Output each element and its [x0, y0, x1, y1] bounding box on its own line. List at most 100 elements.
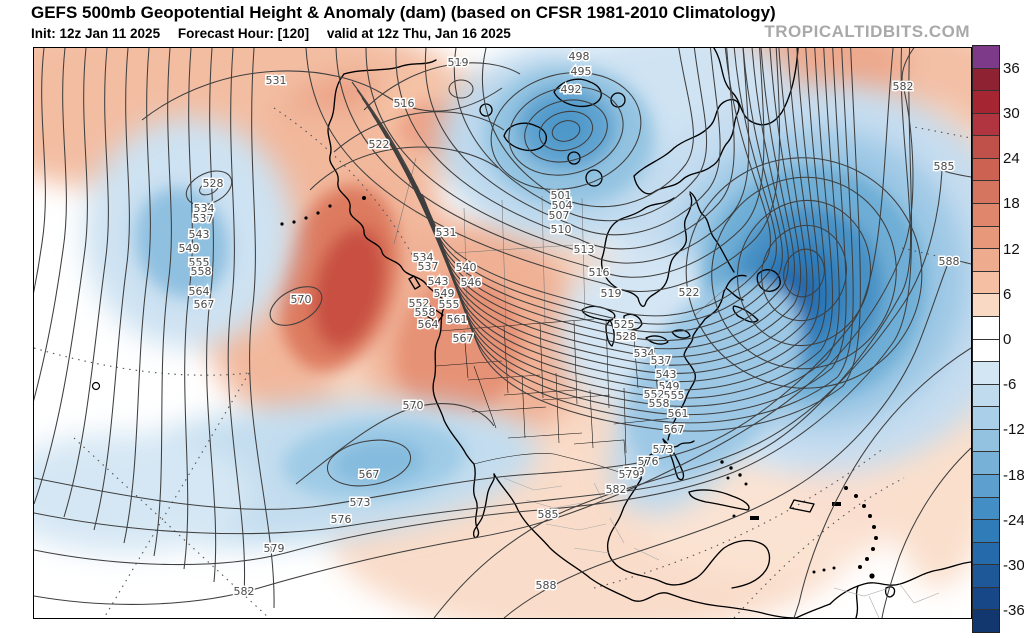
- contour-label: 534: [413, 251, 434, 264]
- contour-label: 582: [893, 80, 914, 93]
- contour-label: 579: [619, 468, 640, 481]
- colorbar-segment: [973, 271, 999, 295]
- colorbar-segment: [973, 384, 999, 408]
- contour-label: 498: [569, 50, 590, 63]
- colorbar-segment: [973, 136, 999, 159]
- contour-label: 516: [394, 97, 415, 110]
- contour-label: 552: [644, 388, 665, 401]
- colorbar-segment: [973, 68, 999, 92]
- contour-label: 567: [664, 423, 685, 436]
- contour-label: 546: [461, 276, 482, 289]
- contour-label: 513: [574, 243, 595, 256]
- contour-label: 543: [656, 368, 677, 381]
- colorbar-segment: [973, 158, 999, 182]
- colorbar-segment: [973, 113, 999, 137]
- contour-label: 522: [679, 286, 700, 299]
- contour-label: 588: [536, 579, 557, 592]
- colorbar-tick-label: 12: [1003, 240, 1020, 258]
- colorbar-tick-label: -18: [1003, 466, 1024, 484]
- colorbar-tick-label: -36: [1003, 602, 1024, 620]
- contour-label: 519: [601, 287, 622, 300]
- contour-label: 582: [234, 585, 255, 598]
- colorbar-tick-label: 0: [1003, 331, 1012, 348]
- contour-label: 549: [659, 380, 680, 393]
- colorbar-segment: [973, 294, 999, 317]
- forecast-hour: Forecast Hour: [120]: [177, 26, 310, 41]
- contour-label: 522: [369, 138, 390, 151]
- contour-label: 570: [403, 399, 424, 412]
- contour-label: 537: [651, 354, 672, 367]
- contour-label: 543: [428, 275, 449, 288]
- contour-label: 531: [436, 226, 457, 239]
- colorbar-segment: [973, 497, 999, 521]
- contour-label: 537: [418, 260, 439, 273]
- contour-label: 531: [266, 74, 287, 87]
- contour-label: 561: [447, 313, 468, 326]
- contour-label: 588: [939, 255, 960, 268]
- colorbar-tick-label: -6: [1003, 376, 1017, 394]
- colorbar-segment: [973, 429, 999, 453]
- contour-label: 567: [194, 298, 215, 311]
- colorbar-segment: [973, 565, 999, 588]
- contour-label: 561: [668, 407, 689, 420]
- colorbar-segment: [973, 542, 999, 566]
- contour-label: 516: [589, 266, 610, 279]
- contour-label: 585: [538, 508, 559, 521]
- contour-label: 576: [638, 455, 659, 468]
- contour-label: 564: [418, 318, 439, 331]
- contour-label: 573: [350, 496, 371, 509]
- contour-label: 585: [934, 160, 955, 173]
- contour-label: 579: [624, 465, 645, 478]
- contour-label: 549: [434, 287, 455, 300]
- anomaly-colorbar: [972, 45, 1000, 633]
- colorbar-segment: [973, 226, 999, 250]
- colorbar-segment: [973, 407, 999, 430]
- contour-label: 528: [616, 330, 637, 343]
- generated-contours: [34, 48, 861, 609]
- colorbar-segment: [973, 91, 999, 114]
- province-borders: [453, 195, 590, 332]
- contour-label: 540: [456, 261, 477, 274]
- colorbar-segment: [973, 474, 999, 498]
- contour-label: 534: [634, 347, 655, 360]
- colorbar-tick-label: -24: [1003, 511, 1024, 529]
- colorbar-tick-label: -12: [1003, 421, 1024, 439]
- colorbar-tick-label: 6: [1003, 285, 1012, 303]
- contour-label: 558: [191, 265, 212, 278]
- colorbar-tick-label: 18: [1003, 195, 1020, 213]
- colorbar-segment: [973, 610, 999, 633]
- contour-label: 567: [453, 332, 474, 345]
- contour-label: 543: [189, 228, 210, 241]
- mexico-state-borders: [503, 477, 940, 618]
- map-canvas: 531 519 516 522 528 534 537 543 549 555 558 564 567 5…: [33, 47, 972, 619]
- colorbar-segment: [973, 362, 999, 385]
- page-title: GEFS 500mb Geopotential Height & Anomaly…: [31, 3, 776, 22]
- contour-label: 519: [448, 56, 469, 69]
- contour-label: 558: [415, 306, 436, 319]
- contour-label: 549: [179, 242, 200, 255]
- watermark: TROPICALTIDBITS.COM: [764, 22, 970, 41]
- colorbar-segment: [973, 181, 999, 205]
- contour-label: 555: [189, 256, 210, 269]
- contour-label: 570: [291, 293, 312, 306]
- colorbar-tick-label: 36: [1003, 59, 1020, 77]
- pacific-atoll: [91, 381, 101, 391]
- contour-label: 555: [439, 298, 460, 311]
- contour-label: 579: [264, 542, 285, 555]
- colorbar-tick-label: -30: [1003, 557, 1024, 575]
- contour-label: 555: [664, 389, 685, 402]
- contour-label: 582: [606, 483, 627, 496]
- island-dots: [280, 196, 878, 579]
- contour-label: 510: [551, 223, 572, 236]
- contour-label: 564: [189, 285, 210, 298]
- colorbar-segment: [973, 316, 999, 340]
- contour-label: 525: [614, 318, 635, 331]
- colorbar-segment: [973, 339, 999, 363]
- contour-label: 534: [194, 202, 215, 215]
- valid-time: valid at 12z Thu, Jan 16 2025: [326, 26, 511, 41]
- anomaly-shading: [34, 48, 971, 618]
- init-time: Init: 12z Jan 11 2025: [31, 26, 161, 41]
- contour-label: 507: [549, 209, 570, 222]
